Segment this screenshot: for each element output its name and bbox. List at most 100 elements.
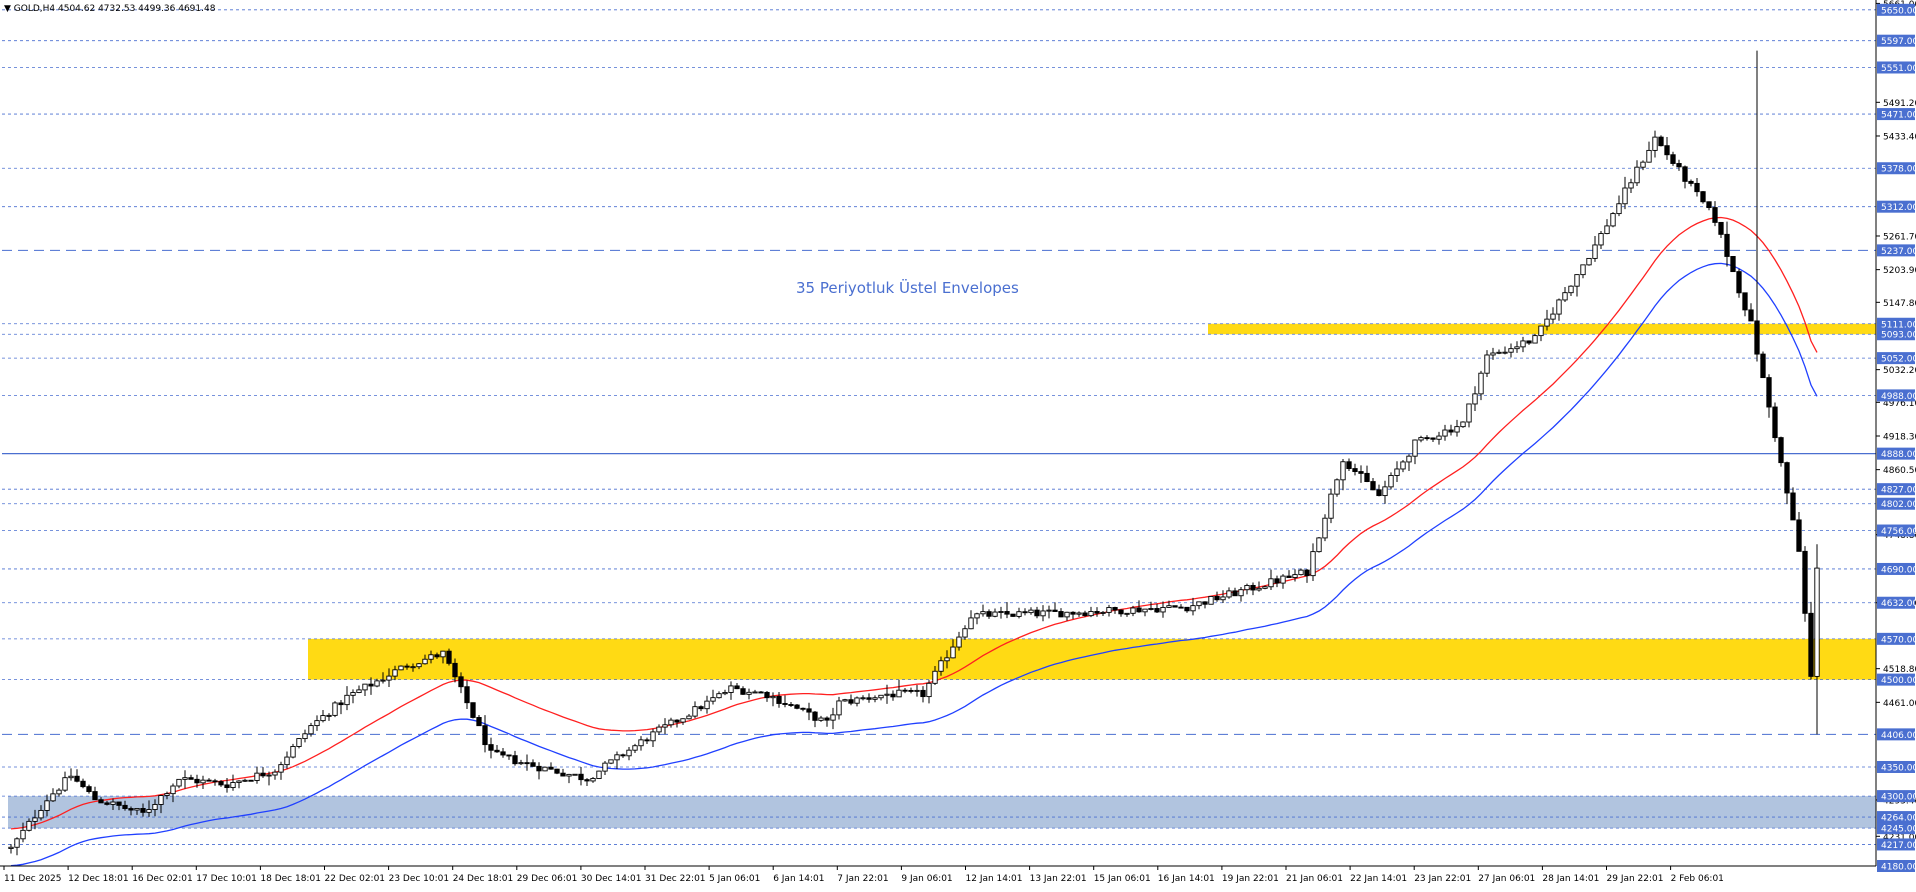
candle — [734, 683, 740, 690]
candle — [326, 713, 332, 721]
candle-body-up — [8, 846, 14, 849]
candle-body-up — [1622, 187, 1628, 205]
candle — [1586, 257, 1592, 266]
candle — [674, 719, 680, 728]
candle-body-up — [1514, 346, 1520, 350]
price-tick-label: 4461.00 — [1883, 699, 1916, 709]
candle — [578, 767, 584, 786]
candle — [278, 761, 284, 780]
candle-body-up — [1454, 426, 1460, 433]
candle-body-up — [950, 646, 956, 659]
candle — [164, 791, 170, 800]
candle — [512, 750, 518, 766]
candle — [290, 743, 296, 759]
candle — [848, 694, 854, 706]
candles-layer — [8, 50, 1820, 856]
time-tick-label: 21 Jan 06:01 — [1286, 874, 1343, 884]
candle — [1472, 386, 1478, 412]
candle — [1118, 609, 1124, 617]
candle-body-up — [1460, 421, 1466, 428]
candle — [986, 609, 992, 619]
candle — [224, 777, 230, 793]
candle-body-down — [1202, 601, 1208, 605]
candle-body-up — [320, 715, 326, 722]
level-price-tag — [1877, 562, 1915, 575]
candle-body-up — [1466, 403, 1472, 423]
candle-body-down — [1112, 607, 1118, 611]
candle — [122, 800, 128, 811]
candle-body-up — [146, 809, 152, 813]
candle-body-up — [830, 714, 836, 721]
candle — [338, 700, 344, 715]
candle — [1568, 285, 1574, 297]
candle-body-down — [488, 744, 494, 751]
candle-body-down — [104, 802, 110, 805]
candle — [452, 658, 458, 683]
candle — [560, 768, 566, 777]
candle — [728, 681, 734, 700]
time-tick-label: 5 Jan 06:01 — [709, 874, 760, 884]
candle — [1544, 309, 1550, 331]
candle-body-down — [1670, 154, 1676, 164]
level-price-tag — [1877, 244, 1915, 257]
candle-body-up — [1088, 611, 1094, 617]
candle — [1562, 286, 1568, 303]
candle-body-down — [1430, 437, 1436, 440]
candle-body-down — [530, 762, 536, 767]
candle — [1796, 511, 1802, 552]
candle — [596, 770, 602, 779]
candle — [476, 714, 482, 727]
candle — [416, 662, 422, 670]
candle-body-up — [1028, 609, 1034, 614]
candle-body-up — [656, 726, 662, 733]
candle-body-up — [1124, 612, 1130, 615]
price-tick-label: 5491.20 — [1883, 99, 1916, 109]
candle-body-up — [572, 773, 578, 776]
candle — [1718, 221, 1724, 239]
level-price-label: 4756.00 — [1881, 527, 1916, 537]
candle-body-up — [1196, 601, 1202, 607]
candle — [776, 692, 782, 708]
candle-body-up — [422, 658, 428, 665]
candle — [572, 773, 578, 776]
candle — [1022, 608, 1028, 616]
candle-body-down — [1736, 271, 1742, 294]
level-price-tag — [1877, 838, 1915, 851]
candle — [980, 604, 986, 617]
candle — [266, 771, 272, 786]
candle — [662, 718, 668, 735]
candle — [1214, 591, 1220, 602]
candle-body-down — [92, 791, 98, 801]
candle — [1412, 439, 1418, 465]
candle-body-down — [1718, 221, 1724, 235]
candle — [1370, 478, 1376, 491]
time-tick-label: 19 Jan 22:01 — [1222, 874, 1279, 884]
candle — [1580, 264, 1586, 279]
candle-body-up — [1244, 584, 1250, 591]
candle-body-up — [602, 762, 608, 772]
candle-body-up — [638, 739, 644, 747]
candle-body-down — [812, 711, 818, 721]
candle-body-up — [1322, 517, 1328, 539]
candle — [1220, 590, 1226, 603]
candle-body-up — [1592, 244, 1598, 259]
time-tick-label: 22 Dec 02:01 — [325, 874, 386, 884]
candle-body-up — [710, 697, 716, 702]
candle — [1136, 600, 1142, 613]
candle — [812, 711, 818, 728]
candle-body-up — [158, 795, 164, 805]
candle — [1226, 587, 1232, 599]
candle — [1478, 370, 1484, 401]
candle-body-up — [314, 720, 320, 727]
level-price-tag — [1877, 524, 1915, 537]
candle — [716, 691, 722, 699]
candle-body-up — [1652, 136, 1658, 151]
candle-body-down — [140, 807, 146, 813]
candle — [1310, 543, 1316, 581]
candle — [806, 702, 812, 721]
candle — [944, 650, 950, 669]
price-tick-label: 5032.20 — [1883, 366, 1916, 376]
candle-body-up — [1160, 606, 1166, 613]
